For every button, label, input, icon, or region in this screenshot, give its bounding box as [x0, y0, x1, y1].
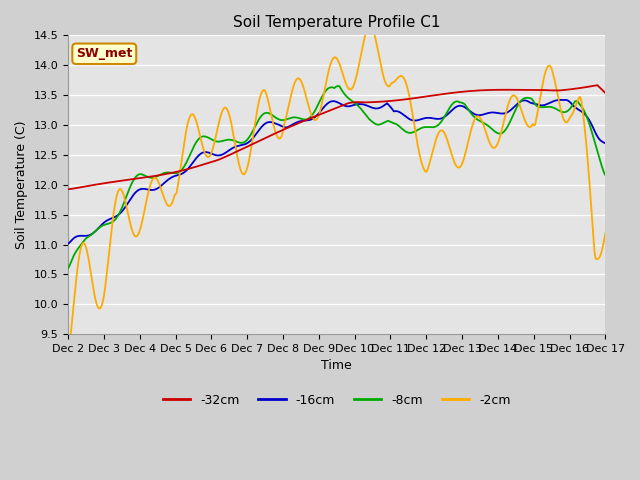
Legend: -32cm, -16cm, -8cm, -2cm: -32cm, -16cm, -8cm, -2cm [157, 389, 516, 411]
Title: Soil Temperature Profile C1: Soil Temperature Profile C1 [233, 15, 440, 30]
Text: SW_met: SW_met [76, 48, 132, 60]
Y-axis label: Soil Temperature (C): Soil Temperature (C) [15, 120, 28, 249]
X-axis label: Time: Time [321, 360, 352, 372]
